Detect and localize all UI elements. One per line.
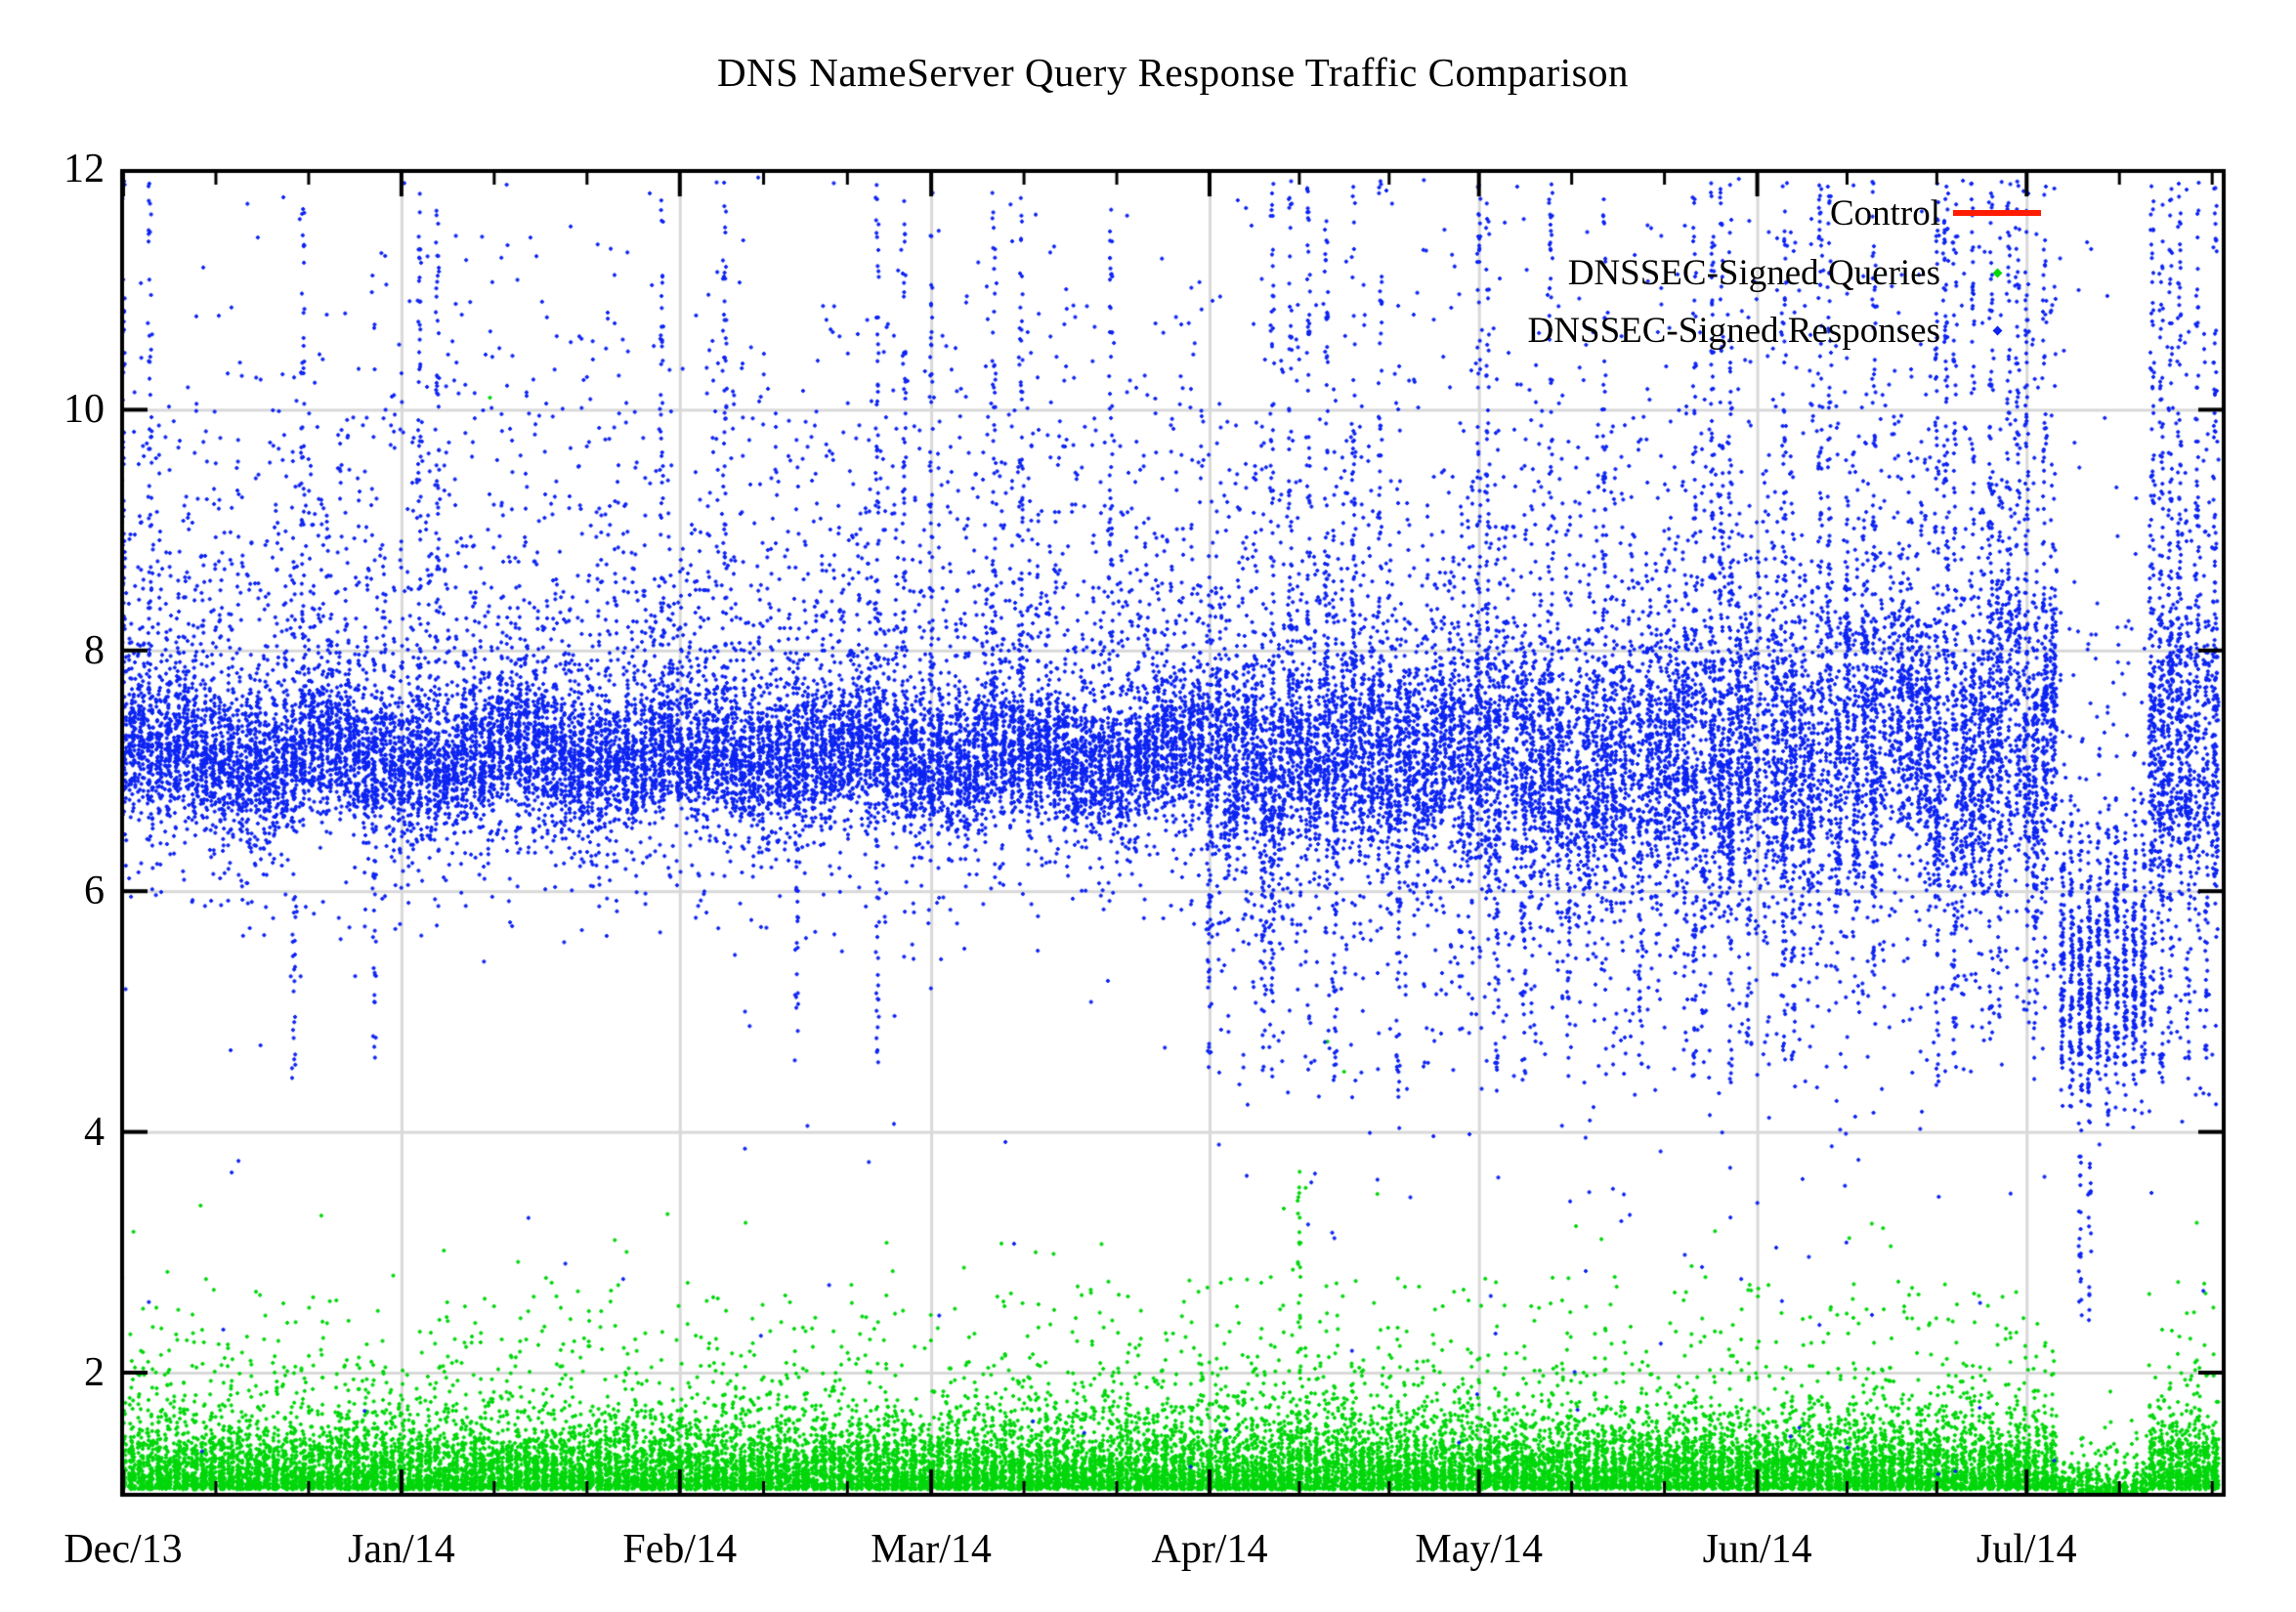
- x-tick-label: Jun/14: [1702, 1527, 1812, 1572]
- legend-label-control: Control: [1829, 192, 1940, 233]
- y-tick-label: 8: [84, 627, 105, 673]
- legend-row-control: Control: [1830, 191, 2044, 235]
- legend-marker-area: [1950, 308, 2044, 353]
- legend-label-queries: DNSSEC-Signed Queries: [1567, 252, 1940, 293]
- y-tick-label: 10: [64, 387, 105, 433]
- legend-marker-area: [1950, 191, 2044, 235]
- x-tick-label: Mar/14: [871, 1527, 992, 1572]
- x-tick-label: Feb/14: [622, 1527, 738, 1572]
- queries-dot-swatch-icon: [1992, 268, 2002, 277]
- legend-marker-area: [1950, 250, 2044, 295]
- legend-row-responses: DNSSEC-Signed Responses: [1528, 308, 2044, 353]
- y-tick-label: 6: [84, 869, 105, 914]
- responses-dot-swatch-icon: [1992, 325, 2002, 335]
- y-tick-label: 12: [64, 147, 105, 191]
- x-tick-label: May/14: [1415, 1527, 1544, 1572]
- control-line-swatch-icon: [1953, 210, 2041, 216]
- legend-label-responses: DNSSEC-Signed Responses: [1527, 310, 1940, 351]
- legend-row-queries: DNSSEC-Signed Queries: [1568, 250, 2044, 295]
- x-tick-label: Dec/13: [64, 1527, 183, 1572]
- x-tick-label: Jan/14: [348, 1527, 455, 1572]
- y-tick-label: 2: [84, 1350, 105, 1395]
- chart-title: DNS NameServer Query Response Traffic Co…: [716, 50, 1630, 95]
- y-tick-label: 4: [84, 1109, 105, 1155]
- x-tick-label: Jul/14: [1976, 1527, 2077, 1572]
- x-tick-label: Apr/14: [1151, 1527, 1268, 1572]
